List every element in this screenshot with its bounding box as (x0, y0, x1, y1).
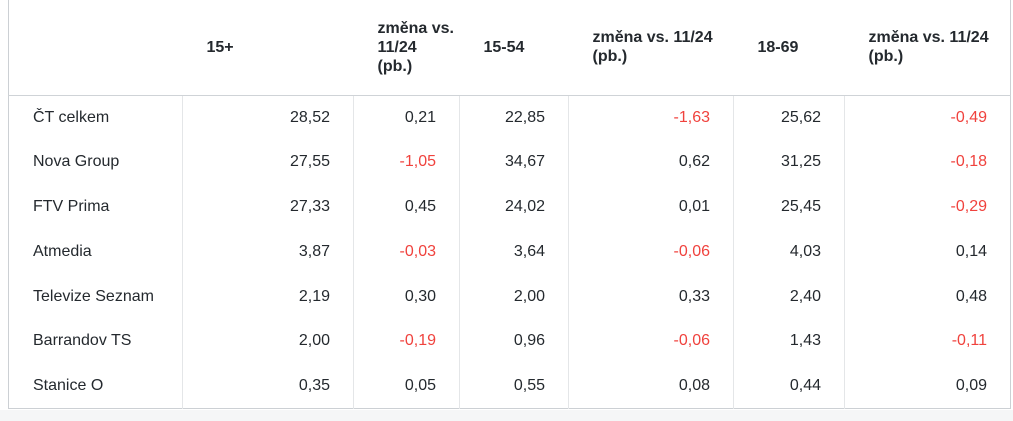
column-header-18-69: 18-69 (733, 0, 845, 96)
row-label: FTV Prima (8, 184, 183, 230)
table-body: ČT celkem 28,52 0,21 22,85 -1,63 25,62 -0,49 No… (8, 95, 1011, 409)
value-cell: 0,44 (733, 363, 845, 409)
value-cell: 34,67 (459, 139, 569, 185)
value-cell: 0,35 (182, 363, 354, 409)
header-row: 15+ změna vs. 11/24 (pb.) 15-54 změna vs… (8, 0, 1011, 96)
value-cell: -0,03 (353, 229, 460, 275)
value-cell: 24,02 (459, 184, 569, 230)
value-cell: 0,96 (459, 318, 569, 364)
table-header: 15+ změna vs. 11/24 (pb.) 15-54 změna vs… (8, 0, 1011, 96)
value-cell: 0,05 (353, 363, 460, 409)
column-header-change-2: změna vs. 11/24 (pb.) (568, 0, 734, 96)
table-row: FTV Prima 27,33 0,45 24,02 0,01 25,45 -0,29 (8, 184, 1011, 230)
value-cell: -0,06 (568, 318, 734, 364)
value-cell: 0,30 (353, 274, 460, 319)
value-cell: -0,18 (844, 139, 1011, 185)
value-cell: 0,01 (568, 184, 734, 230)
value-cell: 4,03 (733, 229, 845, 275)
column-header-change-1: změna vs. 11/24 (pb.) (353, 0, 460, 96)
value-cell: -0,11 (844, 318, 1011, 364)
value-cell: 0,55 (459, 363, 569, 409)
value-cell: 28,52 (182, 95, 354, 140)
value-cell: 25,62 (733, 95, 845, 140)
value-cell: -1,05 (353, 139, 460, 185)
value-cell: 0,08 (568, 363, 734, 409)
row-label: Barrandov TS (8, 318, 183, 364)
value-cell: 31,25 (733, 139, 845, 185)
value-cell: 2,19 (182, 274, 354, 319)
value-cell: 27,55 (182, 139, 354, 185)
page-background-strip (0, 410, 1013, 421)
table-row: Barrandov TS 2,00 -0,19 0,96 -0,06 1,43 -0,11 (8, 318, 1011, 364)
tv-share-table: 15+ změna vs. 11/24 (pb.) 15-54 změna vs… (8, 0, 1011, 410)
value-cell: 25,45 (733, 184, 845, 230)
row-label: ČT celkem (8, 95, 183, 140)
value-cell: 22,85 (459, 95, 569, 140)
value-cell: 0,14 (844, 229, 1011, 275)
value-cell: 2,40 (733, 274, 845, 319)
value-cell: -0,06 (568, 229, 734, 275)
value-cell: 1,43 (733, 318, 845, 364)
row-label: Atmedia (8, 229, 183, 275)
row-label: Nova Group (8, 139, 183, 185)
value-cell: 0,62 (568, 139, 734, 185)
table-row: ČT celkem 28,52 0,21 22,85 -1,63 25,62 -0,49 (8, 95, 1011, 140)
value-cell: 0,45 (353, 184, 460, 230)
value-cell: 0,21 (353, 95, 460, 140)
value-cell: -0,29 (844, 184, 1011, 230)
table-row: Stanice O 0,35 0,05 0,55 0,08 0,44 0,09 (8, 363, 1011, 409)
value-cell: 27,33 (182, 184, 354, 230)
value-cell: -1,63 (568, 95, 734, 140)
row-label: Televize Seznam (8, 274, 183, 319)
column-header-change-3: změna vs. 11/24 (pb.) (844, 0, 1011, 96)
row-label: Stanice O (8, 363, 183, 409)
table-row: Atmedia 3,87 -0,03 3,64 -0,06 4,03 0,14 (8, 229, 1011, 275)
value-cell: 0,33 (568, 274, 734, 319)
table-row: Nova Group 27,55 -1,05 34,67 0,62 31,25 -0,18 (8, 139, 1011, 185)
value-cell: 2,00 (459, 274, 569, 319)
column-header-15plus: 15+ (182, 0, 354, 96)
value-cell: 0,48 (844, 274, 1011, 319)
value-cell: 0,09 (844, 363, 1011, 409)
column-header-blank (8, 0, 183, 96)
table-row: Televize Seznam 2,19 0,30 2,00 0,33 2,40 0,48 (8, 274, 1011, 319)
value-cell: -0,49 (844, 95, 1011, 140)
value-cell: 3,87 (182, 229, 354, 275)
value-cell: -0,19 (353, 318, 460, 364)
value-cell: 2,00 (182, 318, 354, 364)
column-header-15-54: 15-54 (459, 0, 569, 96)
value-cell: 3,64 (459, 229, 569, 275)
